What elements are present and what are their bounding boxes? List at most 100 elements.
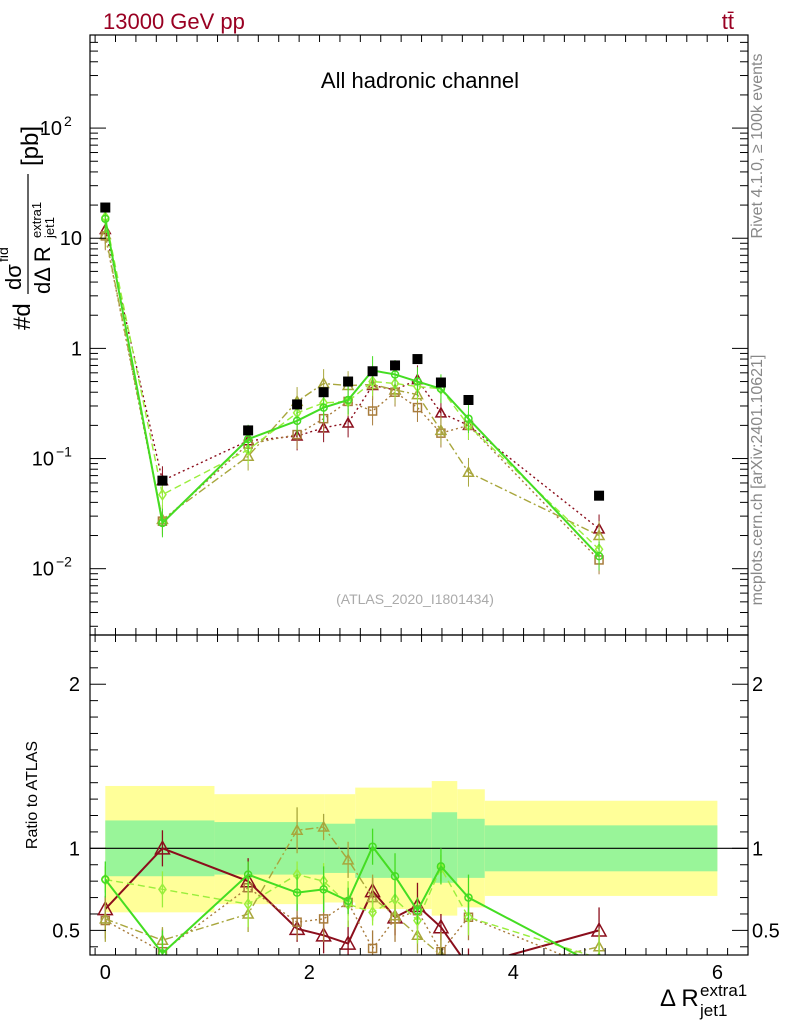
main-point-s4-11 — [594, 551, 604, 561]
data-point-1 — [157, 475, 168, 486]
ratio-ytick-label-right-0: 0.5 — [752, 920, 780, 942]
energy-label: 13000 GeV pp — [103, 9, 245, 34]
ratio-point-s4-9 — [436, 862, 446, 871]
main-point-s3-6 — [368, 375, 377, 388]
main-panel-series — [99, 202, 606, 575]
ratio-panel-series — [97, 807, 608, 980]
svg-text:jet1: jet1 — [42, 217, 57, 239]
ratio-point-s4-8 — [413, 906, 422, 915]
main-series-line-3 — [104, 217, 600, 550]
ratio-ytick-label-right-2: 2 — [752, 674, 763, 696]
rivet-label: Rivet 4.1.0, ≥ 100k events — [749, 54, 766, 239]
main-point-s3-2 — [243, 443, 253, 457]
x-tick-label-3: 6 — [712, 962, 723, 984]
x-axis-label: Δ R extra1 jet1 — [660, 981, 747, 1020]
svg-text:#d: #d — [9, 303, 36, 330]
main-point-s3-1 — [158, 488, 167, 501]
main-point-s4-10 — [464, 414, 473, 423]
ratio-ytick-label-left-1: 1 — [69, 838, 80, 860]
x-tick-label-1: 2 — [304, 962, 315, 984]
ratio-point-s2-3 — [290, 823, 304, 836]
main-ytick-exp-0: −2 — [56, 554, 72, 570]
ratio-y-axis-label: Ratio to ATLAS — [24, 741, 41, 849]
ratio-point-s4-11 — [596, 963, 603, 970]
ratio-frame — [89, 634, 749, 956]
ratio-point-s4-1 — [158, 949, 167, 955]
data-point-10 — [463, 394, 474, 405]
svg-text:extra1: extra1 — [700, 981, 747, 1000]
main-point-s2-9 — [434, 423, 448, 436]
data-point-0 — [100, 202, 111, 213]
ratio-point-s2-4 — [317, 820, 330, 832]
main-series-line-4 — [104, 218, 600, 557]
ratio-point-s2-10 — [463, 971, 473, 980]
ratio-point-s4-6 — [368, 842, 377, 851]
data-point-5 — [343, 376, 354, 387]
ratio-point-s4-4 — [319, 885, 328, 894]
svg-text:[pb]: [pb] — [17, 126, 44, 166]
ratio-point-s3-1 — [158, 883, 167, 896]
main-ytick-label-2: 1 — [71, 338, 82, 360]
svg-text:dΔ R: dΔ R — [30, 246, 55, 294]
main-point-s0-5 — [341, 416, 355, 428]
main-y-axis-label: #d dσ fid dΔ R extra1 jet1 [pb] — [0, 126, 57, 330]
ratio-ytick-label-right-1: 1 — [752, 838, 763, 860]
x-tick-label-0: 0 — [100, 962, 111, 984]
data-point-11 — [594, 490, 605, 501]
ratio-point-s0-5 — [339, 934, 357, 950]
svg-text:Δ R: Δ R — [660, 985, 699, 1012]
main-ytick-label-3: 10 — [60, 228, 82, 250]
main-ytick-label-1: 10 — [32, 449, 54, 471]
ratio-ytick-label-left-0: 0.5 — [52, 920, 80, 942]
main-point-s1-6 — [367, 406, 378, 416]
main-frame — [89, 34, 749, 636]
data-point-4 — [318, 387, 329, 398]
ratio-point-s0-10 — [461, 959, 475, 972]
ratio-series-line-4 — [104, 844, 580, 955]
ratio-point-s1-4 — [318, 914, 329, 924]
main-ytick-exp-1: −1 — [56, 444, 72, 460]
main-point-s4-4 — [319, 403, 328, 412]
mcplots-label: mcplots.cern.ch [arXiv:2401.10621] — [749, 355, 766, 606]
main-point-s4-0 — [101, 214, 110, 224]
x-tick-label-2: 4 — [508, 962, 519, 984]
ratio-point-s4-10 — [464, 893, 473, 902]
ratio-point-s3-6 — [368, 906, 377, 919]
main-ytick-exp-4: 2 — [64, 113, 72, 129]
process-label: tt̄ — [722, 9, 734, 34]
main-point-s4-8 — [413, 377, 422, 386]
ratio-point-s1-11 — [595, 966, 603, 974]
data-point-9 — [435, 377, 446, 388]
channel-title: All hadronic channel — [321, 68, 519, 93]
ratio-point-s3-8 — [413, 914, 422, 927]
ratio-point-s2-0 — [99, 912, 112, 924]
ratio-series-line-2 — [105, 826, 600, 955]
svg-text:extra1: extra1 — [29, 202, 44, 238]
svg-text:fid: fid — [0, 247, 11, 262]
data-point-3 — [292, 399, 303, 410]
ratio-series-clipped — [97, 807, 608, 980]
ratio-series-line-0 — [104, 847, 600, 955]
ratio-point-s1-6 — [367, 943, 378, 954]
ratio-point-s2-7 — [388, 909, 402, 921]
ratio-ytick-label-left-2: 2 — [69, 674, 80, 696]
ratio-point-s3-10 — [464, 910, 473, 924]
main-ytick-label-4: 10 — [40, 118, 62, 140]
ratio-point-s0-1 — [154, 839, 171, 855]
ratio-point-s4-3 — [292, 888, 302, 897]
data-point-8 — [412, 354, 423, 365]
svg-text:dσ: dσ — [1, 264, 26, 290]
ratio-series-line-3 — [105, 866, 591, 955]
data-point-2 — [243, 425, 254, 436]
svg-text:jet1: jet1 — [699, 1001, 727, 1020]
analysis-id: (ATLAS_2020_I1801434) — [336, 591, 494, 607]
data-point-7 — [390, 360, 401, 371]
ratio-series-line-1 — [104, 886, 565, 955]
ratio-uncertainty-bands — [90, 781, 748, 916]
ratio-point-s3-2 — [243, 897, 253, 911]
data-point-6 — [367, 366, 378, 377]
main-point-s4-5 — [343, 395, 353, 405]
ratio-point-s2-5 — [341, 853, 355, 865]
